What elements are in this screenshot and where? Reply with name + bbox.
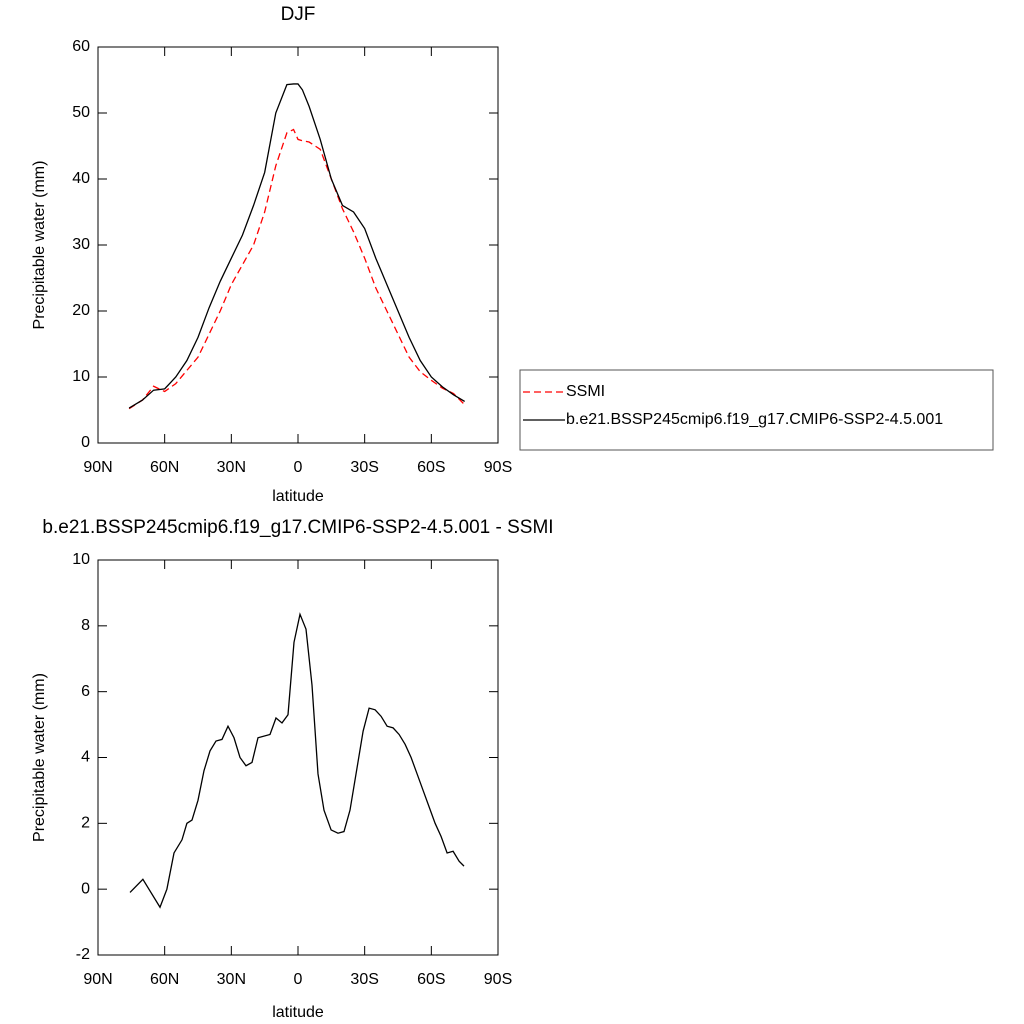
x-axis-label: latitude (272, 488, 324, 505)
y-tick-label: -2 (76, 946, 90, 963)
data-line (129, 612, 465, 909)
x-tick-label: 60S (417, 971, 445, 988)
y-tick-label: 10 (72, 368, 90, 385)
data-line (128, 128, 466, 410)
y-tick-label: 50 (72, 104, 90, 121)
data-line (128, 83, 466, 409)
y-tick-label: 10 (72, 551, 90, 568)
legend-box (519, 369, 994, 451)
x-tick-label: 60S (417, 459, 445, 476)
y-tick-label: 0 (81, 434, 90, 451)
chart-title: DJF (281, 4, 316, 25)
y-tick-label: 40 (72, 170, 90, 187)
x-tick-label: 30N (217, 971, 246, 988)
x-tick-label: 90N (83, 971, 112, 988)
x-tick-label: 0 (294, 971, 303, 988)
plot-frame (97, 559, 499, 956)
y-tick-label: 6 (81, 683, 90, 700)
x-tick-label: 90S (484, 971, 512, 988)
x-tick-label: 30S (350, 971, 378, 988)
y-tick-label: 4 (81, 749, 90, 766)
x-tick-label: 90N (83, 459, 112, 476)
y-tick-label: 20 (72, 302, 90, 319)
legend-label: SSMI (566, 383, 605, 400)
x-tick-label: 60N (150, 971, 179, 988)
y-tick-label: 30 (72, 236, 90, 253)
x-tick-label: 90S (484, 459, 512, 476)
x-axis-label: latitude (272, 1004, 324, 1021)
x-tick-label: 0 (294, 459, 303, 476)
x-tick-label: 60N (150, 459, 179, 476)
legend-label: b.e21.BSSP245cmip6.f19_g17.CMIP6-SSP2-4.… (566, 411, 943, 428)
y-axis-label: Precipitable water (mm) (31, 161, 48, 330)
y-tick-label: 2 (81, 815, 90, 832)
y-tick-label: 0 (81, 880, 90, 897)
y-axis-label: Precipitable water (mm) (31, 673, 48, 842)
y-tick-label: 8 (81, 617, 90, 634)
chart-title: b.e21.BSSP245cmip6.f19_g17.CMIP6-SSP2-4.… (42, 517, 553, 538)
y-tick-label: 60 (72, 38, 90, 55)
x-tick-label: 30S (350, 459, 378, 476)
x-tick-label: 30N (217, 459, 246, 476)
